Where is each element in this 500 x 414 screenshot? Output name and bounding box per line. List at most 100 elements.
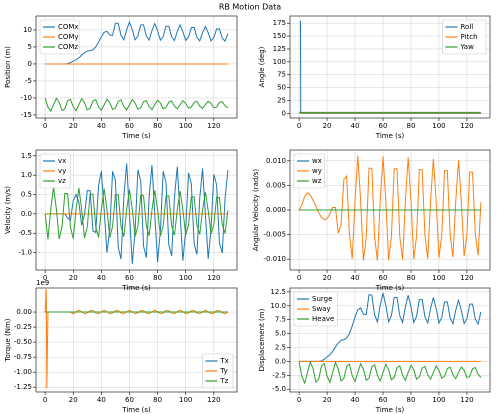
y-axis-label: Angular Velocity (rad/s): [252, 169, 260, 251]
x-tick-label: 60: [379, 274, 388, 282]
y-tick-label: 0.0: [275, 357, 286, 365]
y-axis-label: Torque (Nm): [4, 318, 12, 362]
legend-label: Yaw: [460, 43, 475, 51]
y-tick-label: -10: [21, 94, 32, 102]
y-tick-label: 25: [277, 96, 286, 104]
y-tick-label: -1.00: [14, 368, 32, 376]
x-tick-label: 120: [207, 396, 220, 404]
x-tick-label: 60: [125, 122, 134, 130]
axes: 0 20 40 60 80 100 120 -1.25 -1.00 -0.75 -0.50 -0.25…: [4, 279, 238, 414]
x-tick-label: 120: [460, 274, 473, 282]
x-tick-label: 100: [179, 396, 192, 404]
offset-label: 1e9: [36, 279, 49, 287]
y-tick-label: 7.5: [275, 316, 286, 324]
y-tick-label: -0.005: [263, 231, 286, 239]
y-tick-label: 5: [28, 43, 32, 51]
legend-label: Tz: [219, 377, 228, 385]
y-tick-label: 0.00: [16, 308, 32, 316]
x-tick-label: 20: [69, 396, 78, 404]
axes: 0 20 40 60 80 100 120 -5.0 -2.5 0.0 2.5 5.0 7.5 10.0 1…: [258, 287, 491, 414]
x-tick-label: 40: [351, 396, 360, 404]
y-tick-label: -0.010: [263, 255, 286, 263]
y-tick-label: 10: [23, 26, 32, 34]
x-tick-label: 100: [179, 274, 192, 282]
x-tick-label: 40: [97, 274, 106, 282]
legend-label: Ty: [219, 367, 227, 375]
x-tick-label: 100: [432, 396, 445, 404]
axes-frame: [289, 15, 491, 119]
x-tick-label: 20: [69, 122, 78, 130]
x-tick-label: 20: [69, 274, 78, 282]
y-tick-label: 2.5: [275, 344, 286, 352]
axes: 0 20 40 60 80 100 120 0 25 50 75 100 125 150 175 Time (…: [258, 15, 491, 140]
x-tick-label: 120: [460, 396, 473, 404]
x-tick-label: 60: [379, 396, 388, 404]
y-tick-label: 10.0: [270, 302, 286, 310]
legend-box: [39, 19, 80, 55]
x-tick-label: 0: [297, 122, 301, 130]
x-tick-label: 100: [432, 122, 445, 130]
series-line: [299, 20, 481, 114]
y-tick-label: 0.005: [266, 181, 286, 189]
x-tick-label: 80: [407, 122, 416, 130]
x-tick-label: 40: [97, 396, 106, 404]
y-tick-label: 1.5: [21, 152, 32, 160]
axes-frame: [289, 149, 491, 271]
y-tick-label: 125: [273, 45, 286, 53]
y-tick-label: 0.010: [266, 157, 286, 165]
y-tick-label: 0.5: [21, 191, 32, 199]
x-tick-label: 80: [153, 274, 162, 282]
x-axis-label: Time (s): [121, 406, 151, 414]
x-tick-label: 40: [97, 122, 106, 130]
legend-label: Tx: [219, 357, 228, 365]
legend-label: COMx: [58, 23, 79, 31]
y-tick-label: 0: [28, 60, 32, 68]
y-tick-label: -0.25: [14, 323, 32, 331]
y-tick-label: 0: [282, 109, 286, 117]
y-tick-label: -2.5: [272, 371, 286, 379]
x-tick-label: 20: [323, 396, 332, 404]
axes-frame: [35, 287, 238, 393]
x-tick-label: 0: [43, 122, 47, 130]
axes-frame: [289, 287, 491, 393]
legend-label: wz: [312, 177, 322, 185]
series-line: [44, 97, 229, 113]
legend-box: [293, 153, 325, 189]
legend: wx wy wz: [293, 153, 325, 189]
x-tick-label: 100: [179, 122, 192, 130]
axes: 0 20 40 60 80 100 120-1.0-0.50.00.51.01.5Time …: [4, 149, 238, 292]
x-axis-label: Time (s): [375, 406, 405, 414]
x-tick-label: 0: [43, 274, 47, 282]
series-line: [299, 292, 482, 362]
axes-frame: [35, 149, 238, 271]
legend-label: Roll: [461, 23, 474, 31]
x-tick-label: 40: [351, 122, 360, 130]
legend: Surge Sway Heave: [293, 291, 338, 327]
legend-label: vy: [58, 167, 66, 175]
legend-box: [39, 153, 71, 189]
x-tick-label: 20: [323, 274, 332, 282]
legend-label: wx: [312, 157, 322, 165]
axes: 0 20 40 60 80 100 120 -0.010 -0.005 0.000 0.005 0.0…: [252, 149, 491, 292]
x-tick-label: 0: [43, 396, 47, 404]
legend-label: Surge: [312, 295, 332, 303]
y-tick-label: 0.0: [21, 210, 32, 218]
y-tick-label: 150: [273, 32, 286, 40]
series-line: [298, 360, 482, 385]
legend-box: [202, 353, 234, 389]
x-tick-label: 60: [379, 122, 388, 130]
y-tick-label: -0.50: [14, 338, 32, 346]
series-line: [45, 20, 229, 65]
legend-label: COMy: [58, 33, 79, 41]
x-tick-label: 120: [460, 122, 473, 130]
legend-label: Sway: [312, 305, 331, 313]
x-axis-label: Time (s): [121, 132, 151, 140]
y-tick-label: 5.0: [275, 330, 286, 338]
y-tick-label: 100: [273, 58, 286, 66]
x-tick-label: 60: [125, 396, 134, 404]
y-axis-label: Velocity (m/s): [4, 186, 12, 234]
figure-title: RB Motion Data: [219, 3, 281, 12]
y-tick-label: -5: [25, 77, 32, 85]
y-tick-label: 1.0: [21, 171, 32, 179]
